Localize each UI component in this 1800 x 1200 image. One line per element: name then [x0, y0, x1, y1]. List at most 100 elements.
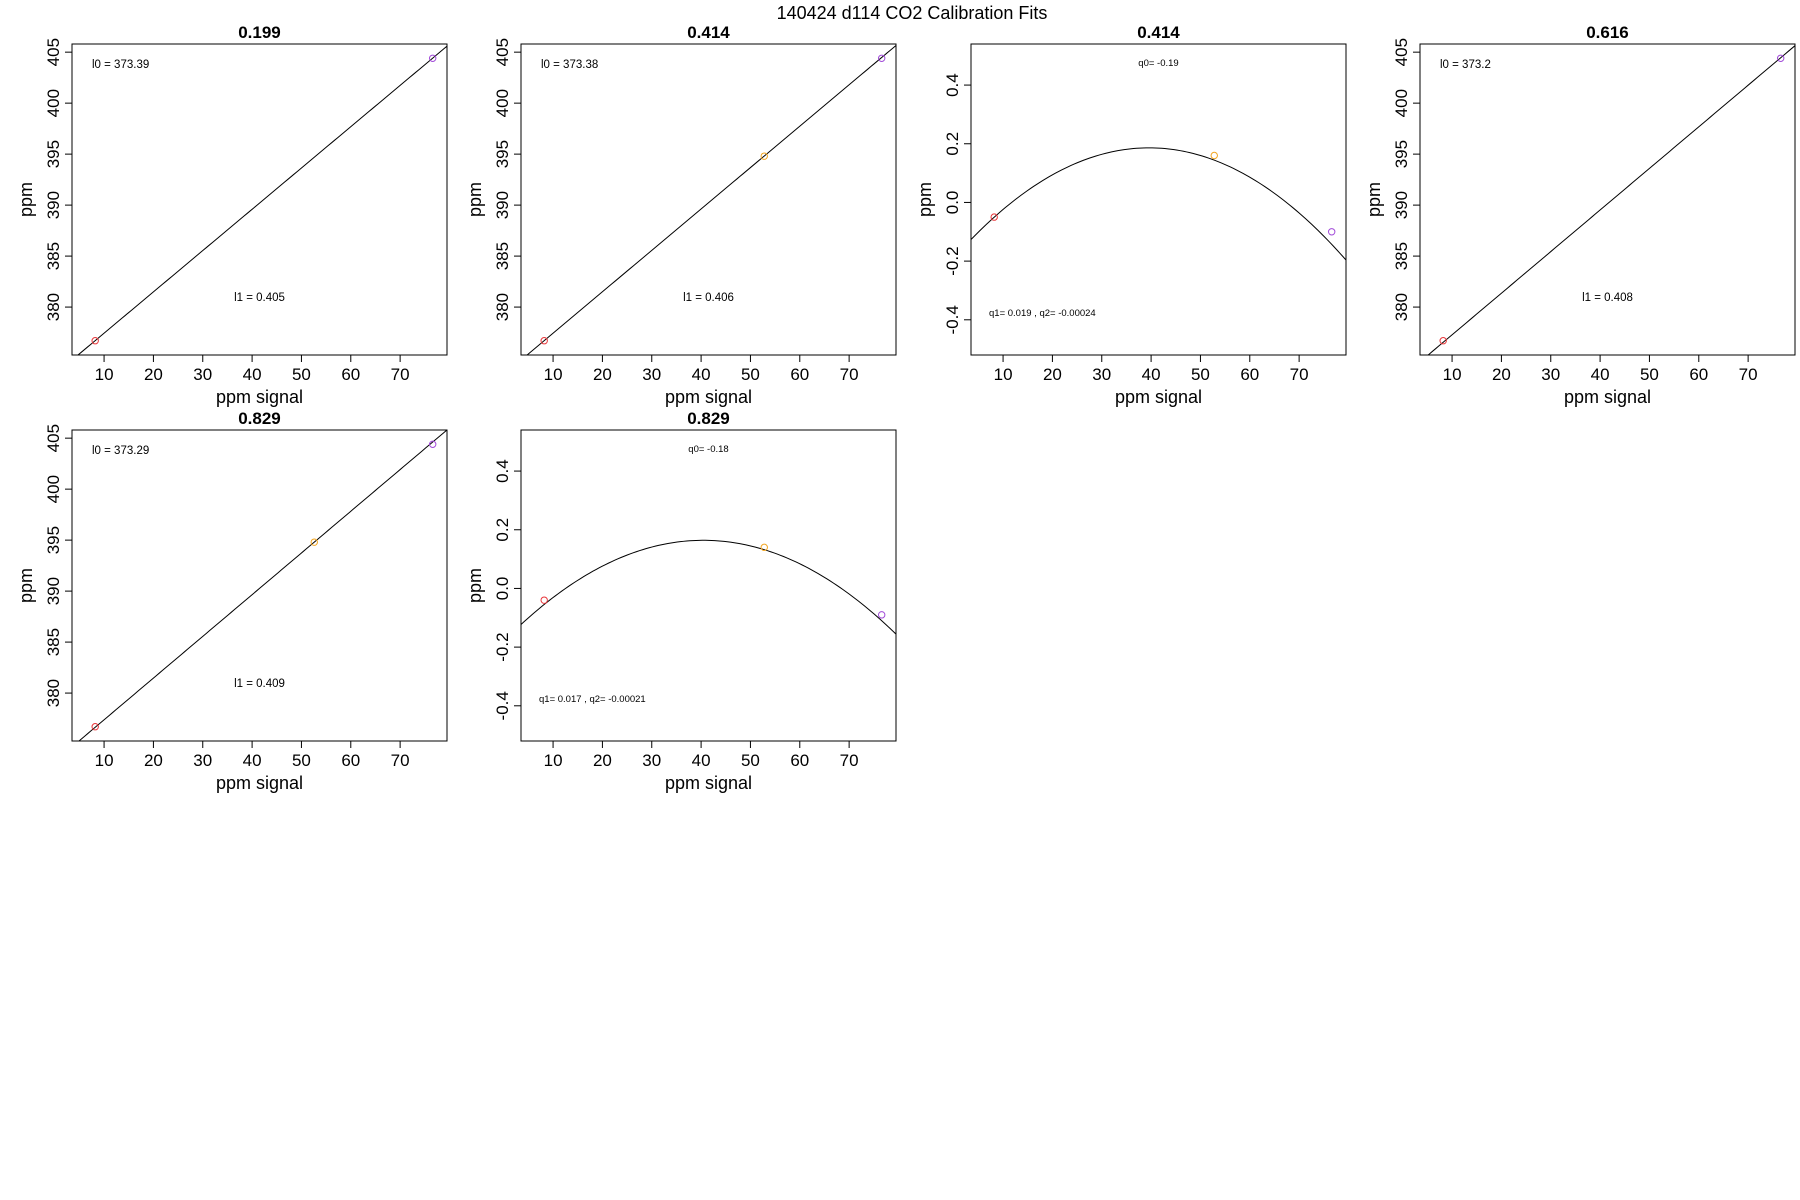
fit-annotation: l0 = 373.38 — [541, 59, 598, 71]
y-tick-label: 380 — [1392, 293, 1411, 321]
x-tick-label: 60 — [1240, 365, 1259, 384]
y-tick-label: -0.2 — [943, 246, 962, 275]
plot-frame — [970, 43, 1347, 356]
y-tick-label: 380 — [44, 293, 63, 321]
x-tick-label: 40 — [243, 365, 262, 384]
y-tick-label: 385 — [1392, 242, 1411, 270]
y-tick-label: 395 — [44, 140, 63, 168]
x-tick-label: 60 — [1689, 365, 1708, 384]
x-tick-label: 10 — [544, 751, 563, 770]
fit-annotation: q1= 0.019 , q2= -0.00024 — [989, 308, 1096, 319]
x-tick-label: 30 — [642, 751, 661, 770]
data-point — [1327, 228, 1336, 236]
panel-title: 0.414 — [1137, 23, 1180, 42]
fit-annotation: q0= -0.19 — [1138, 58, 1178, 69]
x-tick-label: 50 — [292, 365, 311, 384]
x-tick-label: 10 — [1443, 365, 1462, 384]
y-tick-label: 400 — [493, 89, 512, 117]
x-axis-label: ppm signal — [1115, 387, 1202, 407]
y-tick-label: 405 — [493, 38, 512, 66]
data-point — [310, 538, 318, 546]
x-tick-label: 30 — [1092, 365, 1111, 384]
plot-frame — [520, 43, 897, 356]
x-tick-label: 20 — [1043, 365, 1062, 384]
data-point — [91, 723, 99, 731]
y-tick-label: 390 — [1392, 191, 1411, 219]
panel-title: 0.829 — [687, 409, 730, 428]
x-tick-label: 40 — [692, 751, 711, 770]
y-axis-label: ppm — [16, 182, 36, 217]
x-tick-label: 50 — [741, 365, 760, 384]
x-tick-label: 60 — [341, 365, 360, 384]
y-axis-label: ppm — [465, 182, 485, 217]
x-axis-label: ppm signal — [216, 773, 303, 793]
fit-curve — [78, 430, 447, 741]
data-point — [1210, 151, 1218, 160]
plot-frame — [1419, 43, 1796, 356]
x-tick-label: 70 — [391, 751, 410, 770]
y-tick-label: 385 — [44, 242, 63, 270]
y-tick-label: 0.2 — [943, 132, 962, 156]
data-point — [760, 543, 768, 552]
x-tick-label: 60 — [790, 365, 809, 384]
x-tick-label: 70 — [391, 365, 410, 384]
panel-title: 0.616 — [1586, 23, 1629, 42]
y-tick-label: -0.4 — [943, 305, 962, 334]
x-tick-label: 70 — [840, 365, 859, 384]
data-point — [540, 337, 548, 345]
y-tick-label: 0.2 — [493, 518, 512, 542]
plot-frame — [71, 43, 448, 356]
y-axis-label: ppm — [915, 182, 935, 217]
x-tick-label: 40 — [1142, 365, 1161, 384]
fit-curve — [971, 147, 1346, 261]
fit-annotation: l1 = 0.405 — [234, 292, 285, 304]
x-tick-label: 20 — [1492, 365, 1511, 384]
y-tick-label: 395 — [44, 526, 63, 554]
panel-title: 0.199 — [238, 23, 281, 42]
x-tick-label: 20 — [593, 365, 612, 384]
y-axis-label: ppm — [1364, 182, 1384, 217]
y-tick-label: 385 — [44, 628, 63, 656]
y-tick-label: 405 — [44, 38, 63, 66]
data-point — [877, 54, 886, 62]
fit-annotation: q1= 0.017 , q2= -0.00021 — [539, 694, 646, 705]
fit-annotation: q0= -0.18 — [688, 444, 728, 455]
fit-annotation: l1 = 0.409 — [234, 678, 285, 690]
fit-annotation: l0 = 373.29 — [92, 445, 149, 457]
chart-panel: 0.414 10 20 30 40 50 60 70 380 385 390 395 400 405 ppm… — [465, 23, 897, 407]
x-tick-label: 10 — [95, 751, 114, 770]
x-axis-label: ppm signal — [665, 773, 752, 793]
fit-annotation: l0 = 373.2 — [1440, 59, 1491, 71]
data-point — [990, 213, 998, 221]
x-tick-label: 70 — [840, 751, 859, 770]
y-tick-label: 400 — [44, 89, 63, 117]
y-tick-label: 400 — [44, 475, 63, 503]
x-tick-label: 30 — [193, 751, 212, 770]
fit-curve — [526, 45, 896, 355]
x-tick-label: 30 — [193, 365, 212, 384]
x-tick-label: 70 — [1739, 365, 1758, 384]
x-tick-label: 10 — [95, 365, 114, 384]
fit-curve — [77, 45, 447, 355]
x-tick-label: 50 — [292, 751, 311, 770]
y-tick-label: 380 — [493, 293, 512, 321]
data-point — [877, 611, 886, 619]
y-tick-label: 0.4 — [943, 73, 962, 97]
y-tick-label: -0.4 — [493, 691, 512, 720]
fit-curve — [1427, 45, 1795, 355]
data-point — [428, 54, 437, 62]
x-tick-label: 20 — [144, 365, 163, 384]
chart-panel: 0.829 10 20 30 40 50 60 70 -0.4 -0.2 0.0 0.2 0.4 ppm … — [465, 409, 897, 793]
y-tick-label: 390 — [44, 191, 63, 219]
y-tick-label: 400 — [1392, 89, 1411, 117]
y-tick-label: 0.0 — [943, 191, 962, 215]
x-tick-label: 70 — [1290, 365, 1309, 384]
y-tick-label: 0.0 — [493, 577, 512, 601]
panel-grid: 0.199 10 20 30 40 50 60 70 380 385 390 395 400 405 ppm… — [16, 23, 1796, 793]
plot-frame — [71, 429, 448, 742]
data-point — [1776, 54, 1785, 62]
panel-title: 0.414 — [687, 23, 730, 42]
fit-annotation: l1 = 0.408 — [1582, 292, 1633, 304]
y-tick-label: -0.2 — [493, 632, 512, 661]
plot-frame — [520, 429, 897, 742]
